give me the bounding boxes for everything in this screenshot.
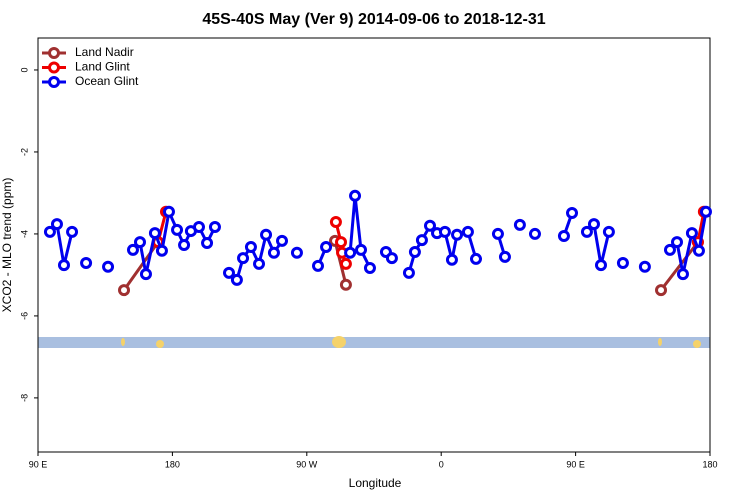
point	[155, 244, 168, 257]
point	[230, 273, 243, 286]
point	[349, 189, 362, 202]
point	[178, 239, 191, 251]
point	[469, 252, 482, 265]
point	[267, 246, 280, 259]
series-line	[48, 195, 708, 283]
point	[408, 245, 421, 258]
legend-marker	[48, 76, 60, 88]
y-axis-label: XCO2 - MLO trend (ppm)	[0, 178, 14, 313]
legend-marker	[48, 61, 60, 74]
point	[655, 284, 668, 297]
point	[491, 227, 504, 240]
point	[445, 253, 458, 266]
legend-label: Land Nadir	[75, 45, 134, 59]
point	[57, 259, 70, 272]
point	[602, 225, 615, 238]
x-tick-label: 90 E	[29, 459, 48, 469]
y-tick-label: -4	[19, 230, 29, 238]
point	[587, 218, 600, 231]
point	[102, 260, 115, 273]
x-tick-label: 180	[165, 459, 180, 469]
point	[670, 236, 683, 249]
point	[692, 244, 705, 257]
y-tick-label: -6	[19, 312, 29, 320]
point	[594, 259, 607, 272]
x-tick-label: 90 W	[296, 459, 318, 469]
point	[699, 205, 712, 218]
point	[276, 234, 289, 247]
point	[208, 220, 221, 233]
point	[320, 241, 333, 254]
point	[344, 246, 357, 259]
point	[339, 278, 352, 291]
point	[201, 236, 214, 249]
point	[616, 257, 629, 270]
point	[566, 207, 579, 220]
point	[118, 284, 131, 297]
point	[461, 225, 474, 238]
point	[685, 227, 698, 240]
point	[253, 257, 266, 270]
point	[162, 205, 175, 218]
point	[415, 234, 428, 247]
point	[312, 259, 324, 272]
legend-label: Ocean Glint	[75, 74, 139, 88]
point	[171, 223, 184, 236]
point	[638, 260, 651, 273]
point	[148, 227, 161, 240]
point	[290, 246, 303, 259]
point	[513, 218, 526, 231]
point	[451, 228, 464, 241]
land-mask-band	[38, 336, 710, 348]
point	[192, 220, 205, 233]
point	[237, 252, 250, 265]
x-tick-label: 180	[702, 459, 717, 469]
point	[50, 218, 63, 231]
point	[402, 266, 415, 279]
point	[557, 229, 570, 242]
point	[222, 266, 235, 279]
point	[528, 227, 541, 240]
x-axis-label: Longitude	[349, 476, 402, 490]
point	[339, 257, 352, 270]
point	[43, 225, 56, 238]
y-tick-label: 0	[19, 67, 29, 72]
point	[334, 236, 347, 249]
point	[438, 225, 451, 238]
point	[126, 243, 139, 256]
point	[80, 257, 93, 270]
point	[385, 252, 398, 265]
y-tick-label: -8	[19, 394, 29, 402]
legend-marker	[48, 47, 60, 59]
point	[139, 268, 152, 281]
point	[66, 225, 79, 238]
point	[363, 261, 376, 274]
plot-frame	[37, 37, 711, 453]
point	[355, 243, 368, 256]
point	[133, 236, 146, 249]
legend-label: Land Glint	[75, 60, 130, 74]
y-tick-label: -2	[19, 148, 29, 156]
point	[676, 268, 689, 281]
chart-title: 45S-40S May (Ver 9) 2014-09-06 to 2018-1…	[202, 11, 545, 28]
point	[663, 243, 676, 256]
point	[260, 228, 273, 241]
point	[424, 219, 436, 232]
point	[244, 241, 257, 254]
x-tick-label: 90 E	[566, 459, 585, 469]
point	[329, 216, 342, 229]
x-tick-label: 0	[439, 459, 444, 469]
point	[580, 225, 593, 238]
point	[498, 250, 511, 263]
